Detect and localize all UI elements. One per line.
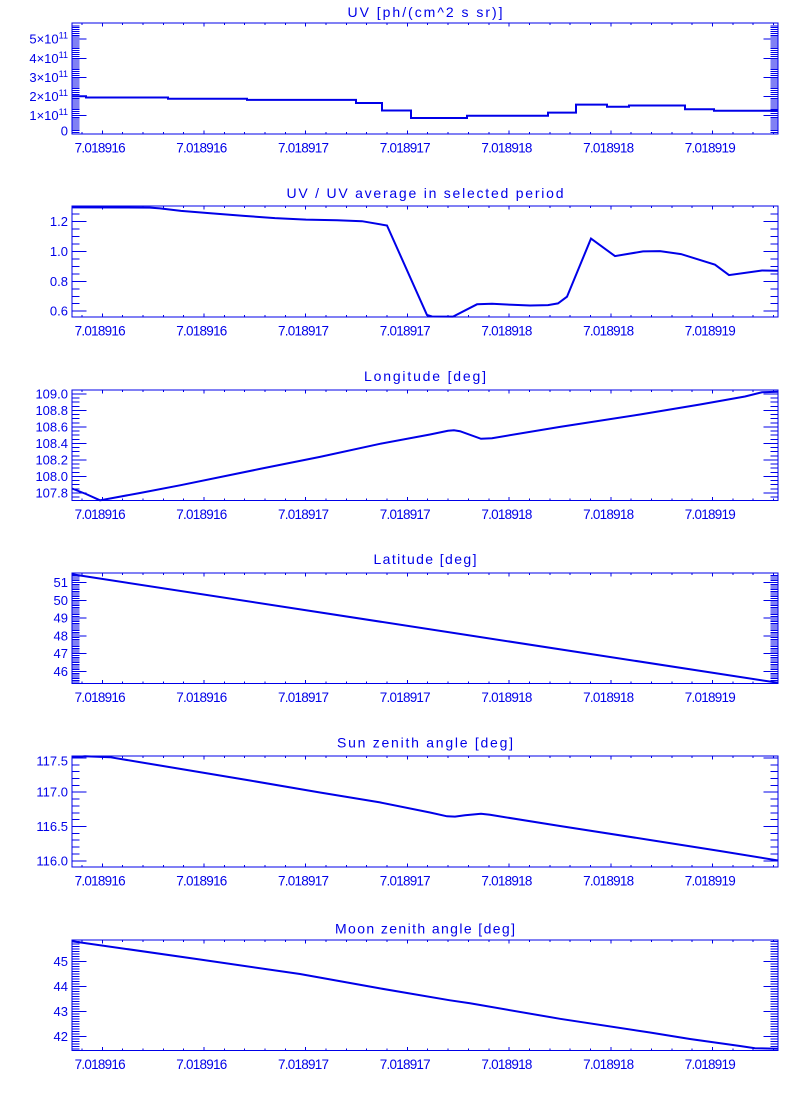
svg-text:7.018916: 7.018916: [176, 324, 227, 339]
svg-text:0.6: 0.6: [50, 304, 68, 319]
svg-text:1.2: 1.2: [50, 214, 68, 229]
svg-text:Longitude [deg]: Longitude [deg]: [364, 368, 486, 384]
svg-text:117.5: 117.5: [36, 754, 68, 769]
svg-text:4×1011: 4×1011: [29, 50, 68, 66]
svg-text:3×1011: 3×1011: [29, 69, 68, 85]
svg-text:7.018916: 7.018916: [75, 1057, 126, 1072]
svg-text:7.018918: 7.018918: [481, 324, 532, 339]
svg-text:47: 47: [54, 646, 68, 661]
svg-text:7.018917: 7.018917: [278, 324, 329, 339]
svg-text:Latitude [deg]: Latitude [deg]: [374, 551, 477, 567]
svg-text:0: 0: [61, 123, 68, 138]
svg-text:7.018917: 7.018917: [278, 874, 329, 889]
svg-text:7.018917: 7.018917: [380, 324, 431, 339]
svg-text:7.018916: 7.018916: [75, 507, 126, 522]
svg-text:7.018919: 7.018919: [685, 874, 736, 889]
svg-text:7.018919: 7.018919: [685, 690, 736, 705]
svg-text:107.8: 107.8: [35, 485, 68, 500]
svg-text:7.018916: 7.018916: [176, 874, 227, 889]
svg-text:UV / UV average in selected pe: UV / UV average in selected period: [287, 185, 564, 201]
svg-text:7.018919: 7.018919: [685, 141, 736, 156]
svg-text:7.018917: 7.018917: [278, 1057, 329, 1072]
svg-text:117.0: 117.0: [36, 785, 68, 800]
svg-text:7.018919: 7.018919: [685, 324, 736, 339]
svg-text:7.018918: 7.018918: [481, 141, 532, 156]
svg-text:51: 51: [54, 575, 68, 590]
svg-text:7.018918: 7.018918: [583, 874, 634, 889]
svg-text:1×1011: 1×1011: [29, 107, 68, 123]
svg-text:7.018916: 7.018916: [75, 690, 126, 705]
svg-text:7.018916: 7.018916: [75, 874, 126, 889]
svg-text:7.018919: 7.018919: [685, 507, 736, 522]
svg-text:7.018917: 7.018917: [380, 1057, 431, 1072]
svg-text:7.018918: 7.018918: [583, 690, 634, 705]
svg-text:7.018917: 7.018917: [278, 507, 329, 522]
svg-text:116.0: 116.0: [36, 853, 68, 868]
svg-text:7.018916: 7.018916: [176, 507, 227, 522]
svg-text:108.6: 108.6: [35, 419, 68, 434]
svg-text:7.018916: 7.018916: [75, 141, 126, 156]
svg-text:7.018917: 7.018917: [380, 874, 431, 889]
svg-text:45: 45: [54, 954, 68, 969]
svg-text:2×1011: 2×1011: [29, 88, 68, 104]
svg-text:7.018917: 7.018917: [380, 690, 431, 705]
svg-text:7.018918: 7.018918: [583, 1057, 634, 1072]
svg-text:108.2: 108.2: [35, 452, 68, 467]
svg-text:7.018919: 7.018919: [685, 1057, 736, 1072]
svg-text:Moon zenith angle [deg]: Moon zenith angle [deg]: [335, 921, 515, 937]
svg-text:7.018918: 7.018918: [481, 874, 532, 889]
svg-text:7.018918: 7.018918: [583, 507, 634, 522]
svg-text:108.8: 108.8: [35, 403, 68, 418]
svg-text:48: 48: [54, 628, 68, 643]
svg-text:7.018917: 7.018917: [278, 690, 329, 705]
svg-text:7.018918: 7.018918: [481, 690, 532, 705]
svg-text:49: 49: [54, 611, 68, 626]
svg-text:7.018916: 7.018916: [176, 141, 227, 156]
svg-text:UV [ph/(cm^2 s sr)]: UV [ph/(cm^2 s sr)]: [348, 4, 503, 20]
svg-text:7.018917: 7.018917: [278, 141, 329, 156]
svg-text:44: 44: [54, 979, 68, 994]
svg-text:108.0: 108.0: [35, 469, 68, 484]
svg-text:109.0: 109.0: [35, 386, 68, 401]
svg-text:7.018918: 7.018918: [583, 324, 634, 339]
svg-text:7.018917: 7.018917: [380, 507, 431, 522]
svg-text:7.018916: 7.018916: [75, 324, 126, 339]
svg-text:7.018918: 7.018918: [481, 1057, 532, 1072]
svg-text:116.5: 116.5: [36, 819, 68, 834]
svg-text:7.018916: 7.018916: [176, 690, 227, 705]
svg-text:42: 42: [54, 1029, 68, 1044]
svg-text:50: 50: [54, 593, 68, 608]
svg-text:7.018917: 7.018917: [380, 141, 431, 156]
svg-text:46: 46: [54, 664, 68, 679]
svg-text:7.018916: 7.018916: [176, 1057, 227, 1072]
svg-text:108.4: 108.4: [35, 436, 68, 451]
svg-text:1.0: 1.0: [50, 244, 68, 259]
svg-text:7.018918: 7.018918: [583, 141, 634, 156]
svg-text:7.018918: 7.018918: [481, 507, 532, 522]
svg-text:5×1011: 5×1011: [29, 31, 68, 47]
svg-text:0.8: 0.8: [50, 274, 68, 289]
svg-text:43: 43: [54, 1004, 68, 1019]
